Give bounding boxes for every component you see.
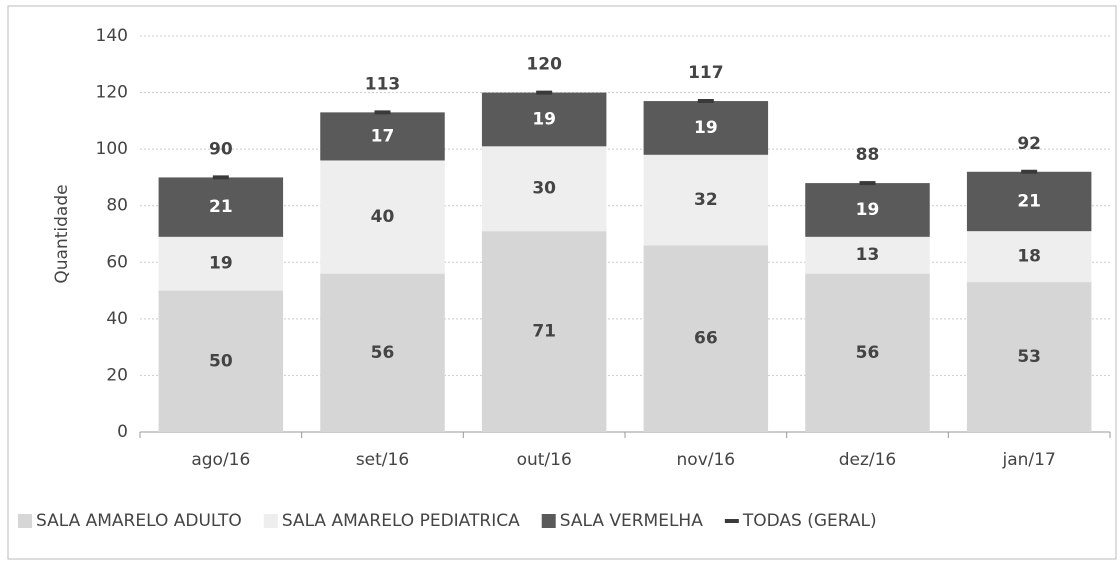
data-label: 50: [209, 351, 233, 371]
y-tick-label: 140: [96, 26, 128, 46]
y-axis-title: Quantidade: [52, 184, 72, 283]
data-label: 13: [856, 245, 880, 265]
data-label: 71: [532, 322, 556, 342]
bar-segment: [320, 160, 445, 274]
y-tick-label: 20: [106, 365, 128, 385]
legend-swatch: [263, 514, 278, 528]
total-label: 90: [209, 139, 233, 159]
x-tick-label: out/16: [517, 450, 572, 470]
bar-segment: [481, 231, 607, 432]
legend-label: SALA AMARELO ADULTO: [36, 511, 242, 531]
total-label: 120: [526, 55, 562, 75]
bar-segment: [966, 231, 1092, 283]
bar-segment: [966, 171, 1092, 232]
bar-segment: [966, 282, 1092, 432]
legend-swatch: [18, 514, 32, 528]
total-label: 88: [856, 145, 880, 165]
data-label: 32: [694, 190, 718, 210]
y-tick-label: 0: [117, 422, 128, 442]
chart-border: [7, 5, 1117, 560]
total-label: 117: [688, 63, 724, 83]
bar-segment: [158, 236, 284, 291]
data-label: 19: [209, 254, 233, 274]
data-label: 56: [371, 343, 395, 363]
data-label: 19: [694, 118, 718, 138]
bar-segment: [643, 154, 769, 246]
bar-segment: [643, 245, 769, 432]
y-tick-label: 120: [96, 83, 128, 103]
data-label: 19: [856, 200, 880, 220]
data-label: 21: [1017, 191, 1041, 211]
bar-segment: [158, 177, 284, 237]
data-label: 30: [532, 179, 556, 199]
bar-segment: [320, 273, 445, 432]
legend-swatch: [541, 514, 556, 528]
legend-label: SALA VERMELHA: [560, 511, 703, 531]
y-tick-label: 60: [106, 252, 128, 272]
bar-segment: [158, 290, 284, 432]
data-label: 17: [371, 126, 395, 146]
legend-label: SALA AMARELO PEDIATRICA: [282, 511, 520, 531]
data-label: 18: [1017, 247, 1041, 267]
total-label: 113: [365, 74, 401, 94]
data-label: 66: [694, 329, 718, 349]
total-label: 92: [1017, 134, 1041, 154]
data-label: 56: [856, 343, 880, 363]
x-tick-label: set/16: [356, 450, 409, 470]
y-tick-label: 40: [106, 309, 128, 329]
data-label: 40: [371, 207, 395, 227]
x-tick-label: nov/16: [677, 450, 736, 470]
x-tick-label: ago/16: [191, 450, 250, 470]
y-tick-label: 80: [106, 196, 128, 216]
data-label: 53: [1017, 347, 1041, 367]
bar-segment: [805, 236, 930, 274]
bar-segment: [481, 146, 607, 232]
data-label: 19: [532, 109, 556, 129]
data-label: 21: [209, 197, 233, 217]
x-tick-label: dez/16: [839, 450, 897, 470]
legend-label: TODAS (GERAL): [742, 511, 877, 531]
bar-segment: [805, 183, 930, 237]
bar-segment: [805, 273, 930, 432]
x-tick-label: jan/17: [1002, 450, 1056, 470]
bar-segment: [320, 112, 445, 161]
bar-segment: [481, 92, 607, 147]
bar-segment: [643, 101, 769, 155]
y-tick-label: 100: [96, 139, 128, 159]
